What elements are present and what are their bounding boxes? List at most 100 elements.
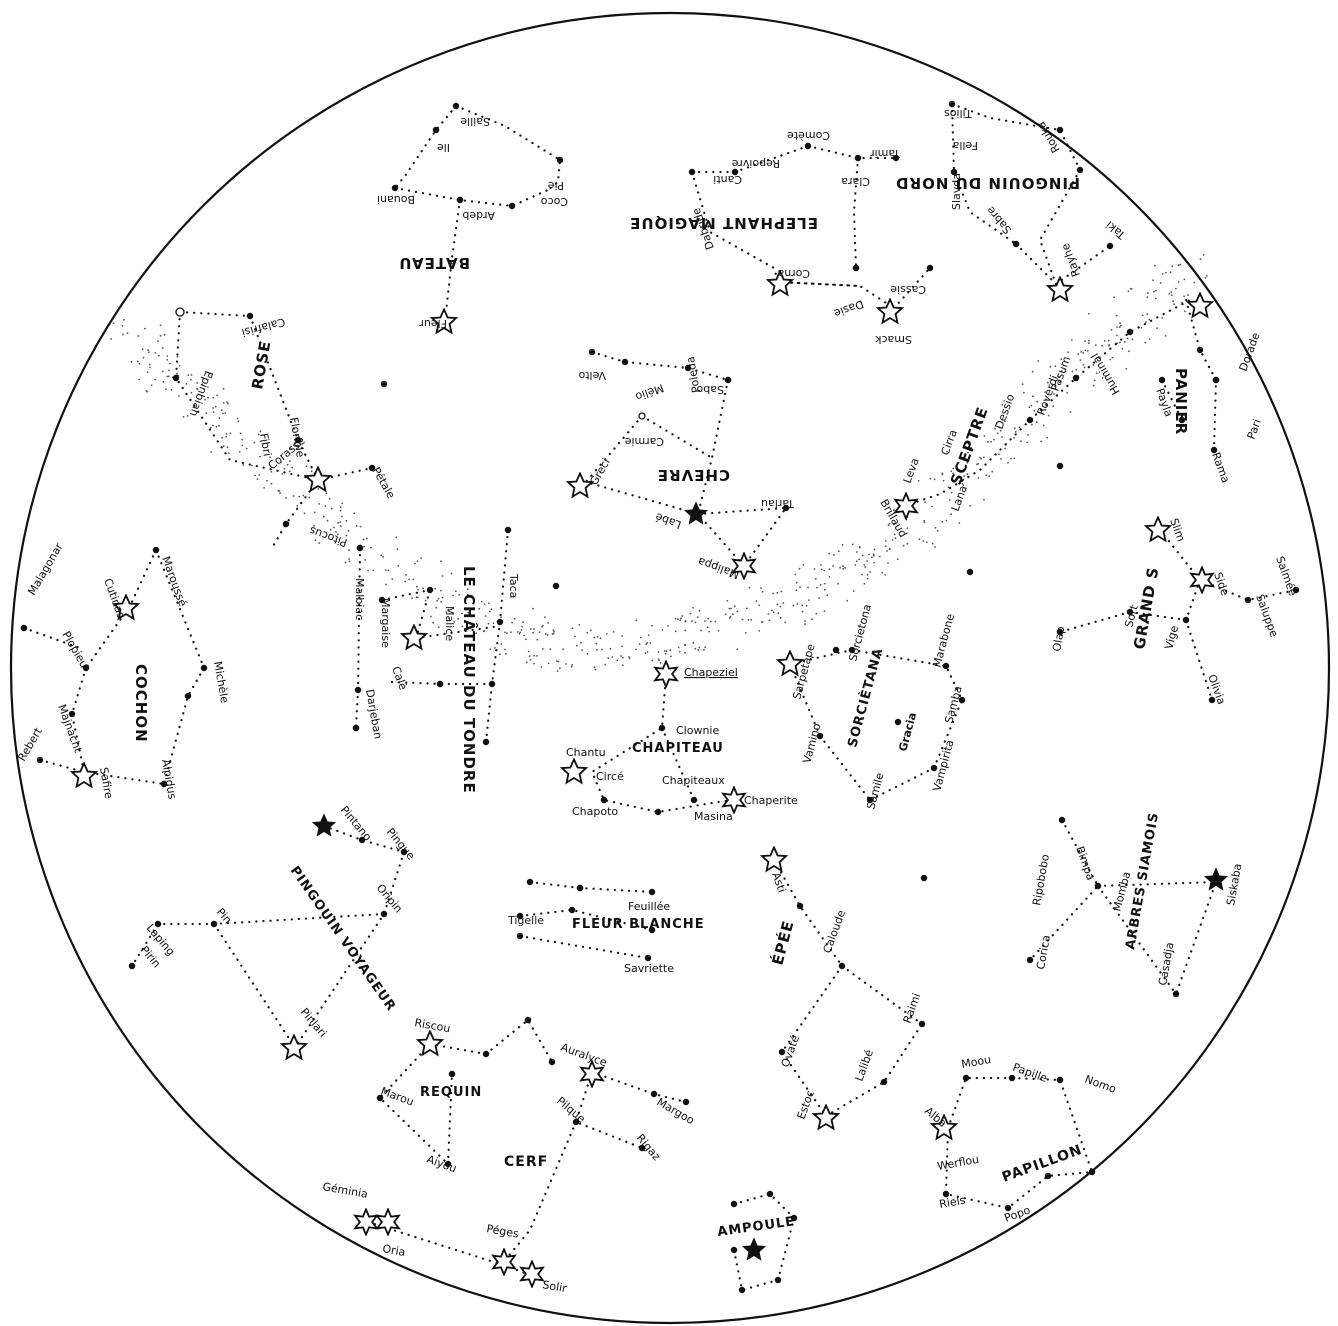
star-label: Coco <box>541 195 568 208</box>
milky-way-dot <box>521 625 523 628</box>
milky-way-dot <box>339 509 342 512</box>
milky-way-dot <box>941 473 944 476</box>
milky-way-dot <box>532 607 534 610</box>
milky-way-dot <box>780 590 783 593</box>
milky-way-dot <box>1027 433 1029 436</box>
milky-way-dot <box>669 649 672 652</box>
milky-way-dot <box>681 615 684 617</box>
milky-way-dot <box>657 651 660 653</box>
milky-way-dot <box>758 630 761 632</box>
star-dot <box>516 912 524 920</box>
milky-way-dot <box>422 587 424 590</box>
milky-way-dot <box>838 550 840 553</box>
star-dot <box>854 154 862 162</box>
milky-way-dot <box>644 652 647 655</box>
milky-way-dot <box>628 656 630 658</box>
milky-way-dot <box>229 432 232 435</box>
star-dot <box>1026 956 1034 964</box>
milky-way-dot <box>736 648 739 651</box>
milky-way-dot <box>724 613 727 616</box>
milky-way-dot <box>313 524 315 527</box>
milky-way-dot <box>873 561 875 564</box>
milky-way-dot <box>126 332 129 335</box>
star-dot <box>654 808 662 816</box>
milky-way-dot <box>651 624 653 627</box>
milky-way-dot <box>570 665 573 668</box>
milky-way-dot <box>168 369 170 372</box>
milky-way-dot <box>214 405 217 408</box>
milky-way-dot <box>136 360 139 363</box>
milky-way-dot <box>950 513 952 516</box>
milky-way-dot <box>161 370 164 373</box>
milky-way-dot <box>527 650 530 653</box>
milky-way-dot <box>1013 457 1016 460</box>
milky-way-dot <box>823 582 826 585</box>
star-label: Corna <box>778 267 810 280</box>
milky-way-dot <box>807 586 809 589</box>
milky-way-dot <box>1084 340 1086 342</box>
star-dot <box>172 374 180 382</box>
milky-way-dot <box>1154 297 1157 300</box>
star-label: Chapoto <box>572 805 618 818</box>
milky-way-dot <box>552 629 555 632</box>
milky-way-dot <box>906 527 909 530</box>
milky-way-dot <box>861 554 864 557</box>
milky-way-dot <box>983 456 985 459</box>
milky-way-dot <box>1069 411 1072 413</box>
milky-way-dot <box>851 543 854 546</box>
milky-way-dot <box>258 474 261 476</box>
milky-way-dot <box>511 621 514 624</box>
star-dot <box>1008 1074 1016 1082</box>
star-dot <box>548 1058 556 1066</box>
milky-way-dot <box>416 596 419 599</box>
milky-way-dot <box>1087 312 1090 315</box>
milky-way-dot <box>322 515 325 518</box>
milky-way-dot <box>450 572 453 575</box>
milky-way-dot <box>604 663 607 666</box>
milky-way-dot <box>744 632 747 634</box>
milky-way-dot <box>993 438 995 441</box>
milky-way-dot <box>270 471 273 473</box>
milky-way-dot <box>1161 317 1163 319</box>
milky-way-dot <box>225 433 228 435</box>
star-dot <box>926 264 934 272</box>
milky-way-dot <box>578 624 581 626</box>
star-dot <box>588 348 596 356</box>
milky-way-dot <box>490 608 493 610</box>
star-dot <box>880 1078 888 1086</box>
milky-way-dot <box>266 479 268 482</box>
milky-way-dot <box>881 571 884 574</box>
milky-way-dot <box>776 592 779 594</box>
milky-way-dot <box>863 582 866 585</box>
milky-way-dot <box>872 554 875 557</box>
star-label: Tilios <box>944 107 973 120</box>
milky-way-dot <box>480 600 483 603</box>
star-dot <box>966 568 974 576</box>
milky-way-dot <box>525 638 527 641</box>
milky-way-dot <box>541 625 543 628</box>
milky-way-dot <box>408 578 410 581</box>
star-label: Safire <box>97 766 115 800</box>
star-dot <box>444 1160 452 1168</box>
star-label: Olap <box>1050 625 1067 652</box>
milky-way-dot <box>222 445 225 448</box>
milky-way-dot <box>424 599 427 602</box>
milky-way-dot <box>504 648 506 651</box>
milky-way-dot <box>670 655 672 658</box>
milky-way-dot <box>663 650 666 652</box>
milky-way-dot <box>923 521 926 524</box>
milky-way-dot <box>169 362 171 365</box>
milky-way-dot <box>382 555 384 558</box>
star-dot <box>1106 242 1114 250</box>
star-dot <box>848 646 856 654</box>
milky-way-dot <box>529 659 532 661</box>
milky-way-dot <box>1070 339 1073 341</box>
star-dot <box>1012 240 1020 248</box>
milky-way-dot <box>1129 287 1132 290</box>
milky-way-dot <box>635 648 637 651</box>
milky-way-dot <box>665 650 668 652</box>
star-label: Riels <box>938 1194 966 1211</box>
star-label: Poleda <box>684 356 703 394</box>
milky-way-dot <box>510 631 512 633</box>
